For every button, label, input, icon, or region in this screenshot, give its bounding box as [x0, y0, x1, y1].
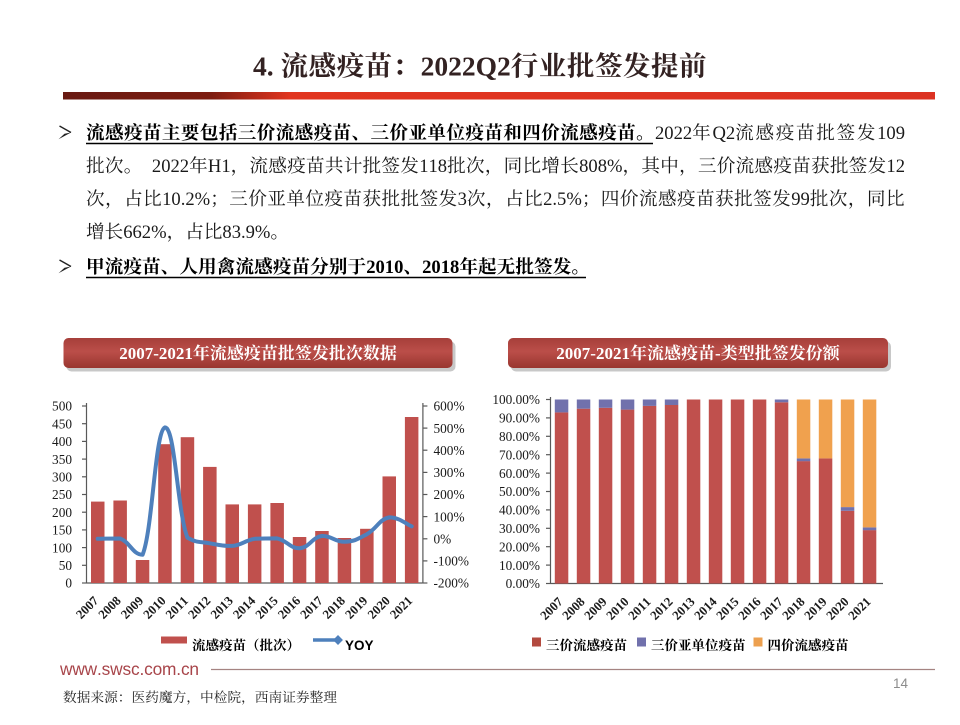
svg-text:200: 200 [52, 505, 72, 520]
svg-text:Q2: Q2 [713, 123, 736, 144]
svg-text:12: 12 [886, 156, 905, 177]
svg-text:4.: 4. [253, 51, 274, 82]
svg-text:350: 350 [52, 452, 72, 467]
svg-text:80.00%: 80.00% [499, 429, 540, 444]
svg-text:YOY: YOY [345, 638, 374, 653]
svg-text:2022Q2: 2022Q2 [421, 51, 511, 82]
svg-text:300%: 300% [434, 465, 465, 480]
svg-text:H1: H1 [208, 156, 231, 177]
svg-text:109: 109 [877, 123, 905, 144]
svg-text:10.2%: 10.2% [162, 189, 210, 210]
svg-text:2018: 2018 [422, 257, 459, 278]
svg-text:2022: 2022 [655, 123, 692, 144]
svg-text:www.swsc.com.cn: www.swsc.com.cn [59, 659, 199, 679]
svg-text:2022: 2022 [152, 156, 189, 177]
svg-text:808%: 808% [579, 156, 622, 177]
svg-text:500: 500 [52, 399, 72, 414]
svg-text:500%: 500% [434, 421, 465, 436]
svg-text:100%: 100% [434, 509, 465, 524]
svg-text:0%: 0% [434, 532, 452, 547]
svg-text:3: 3 [458, 189, 467, 210]
svg-text:30.00%: 30.00% [499, 521, 540, 536]
svg-text:300: 300 [52, 470, 72, 485]
svg-text:250: 250 [52, 487, 72, 502]
svg-text:50.00%: 50.00% [499, 484, 540, 499]
svg-text:2007-2021: 2007-2021 [119, 344, 193, 363]
svg-text:-200%: -200% [434, 576, 469, 591]
svg-text:-100%: -100% [434, 554, 469, 569]
svg-text:99: 99 [791, 189, 810, 210]
svg-text:600%: 600% [434, 399, 465, 414]
svg-text:100.00%: 100.00% [492, 392, 540, 407]
svg-text:-: - [715, 344, 721, 363]
svg-text:2007-2021: 2007-2021 [556, 344, 630, 363]
svg-text:10.00%: 10.00% [499, 558, 540, 573]
svg-text:14: 14 [893, 676, 909, 691]
svg-text:90.00%: 90.00% [499, 411, 540, 426]
svg-text:0.00%: 0.00% [506, 576, 540, 591]
svg-text:150: 150 [52, 523, 72, 538]
svg-text:118: 118 [419, 156, 447, 177]
svg-text:2010: 2010 [366, 257, 403, 278]
svg-text:50: 50 [59, 558, 73, 573]
svg-text:400: 400 [52, 434, 72, 449]
svg-text:450: 450 [52, 416, 72, 431]
svg-text:200%: 200% [434, 487, 465, 502]
svg-text:20.00%: 20.00% [499, 539, 540, 554]
svg-text:60.00%: 60.00% [499, 466, 540, 481]
svg-text:100: 100 [52, 540, 72, 555]
svg-text:2.5%: 2.5% [543, 189, 582, 210]
svg-text:662%: 662% [123, 222, 166, 243]
svg-text:40.00%: 40.00% [499, 503, 540, 518]
svg-text:83.9%: 83.9% [222, 222, 270, 243]
svg-text:70.00%: 70.00% [499, 447, 540, 462]
svg-text:400%: 400% [434, 443, 465, 458]
svg-text:0: 0 [65, 576, 72, 591]
